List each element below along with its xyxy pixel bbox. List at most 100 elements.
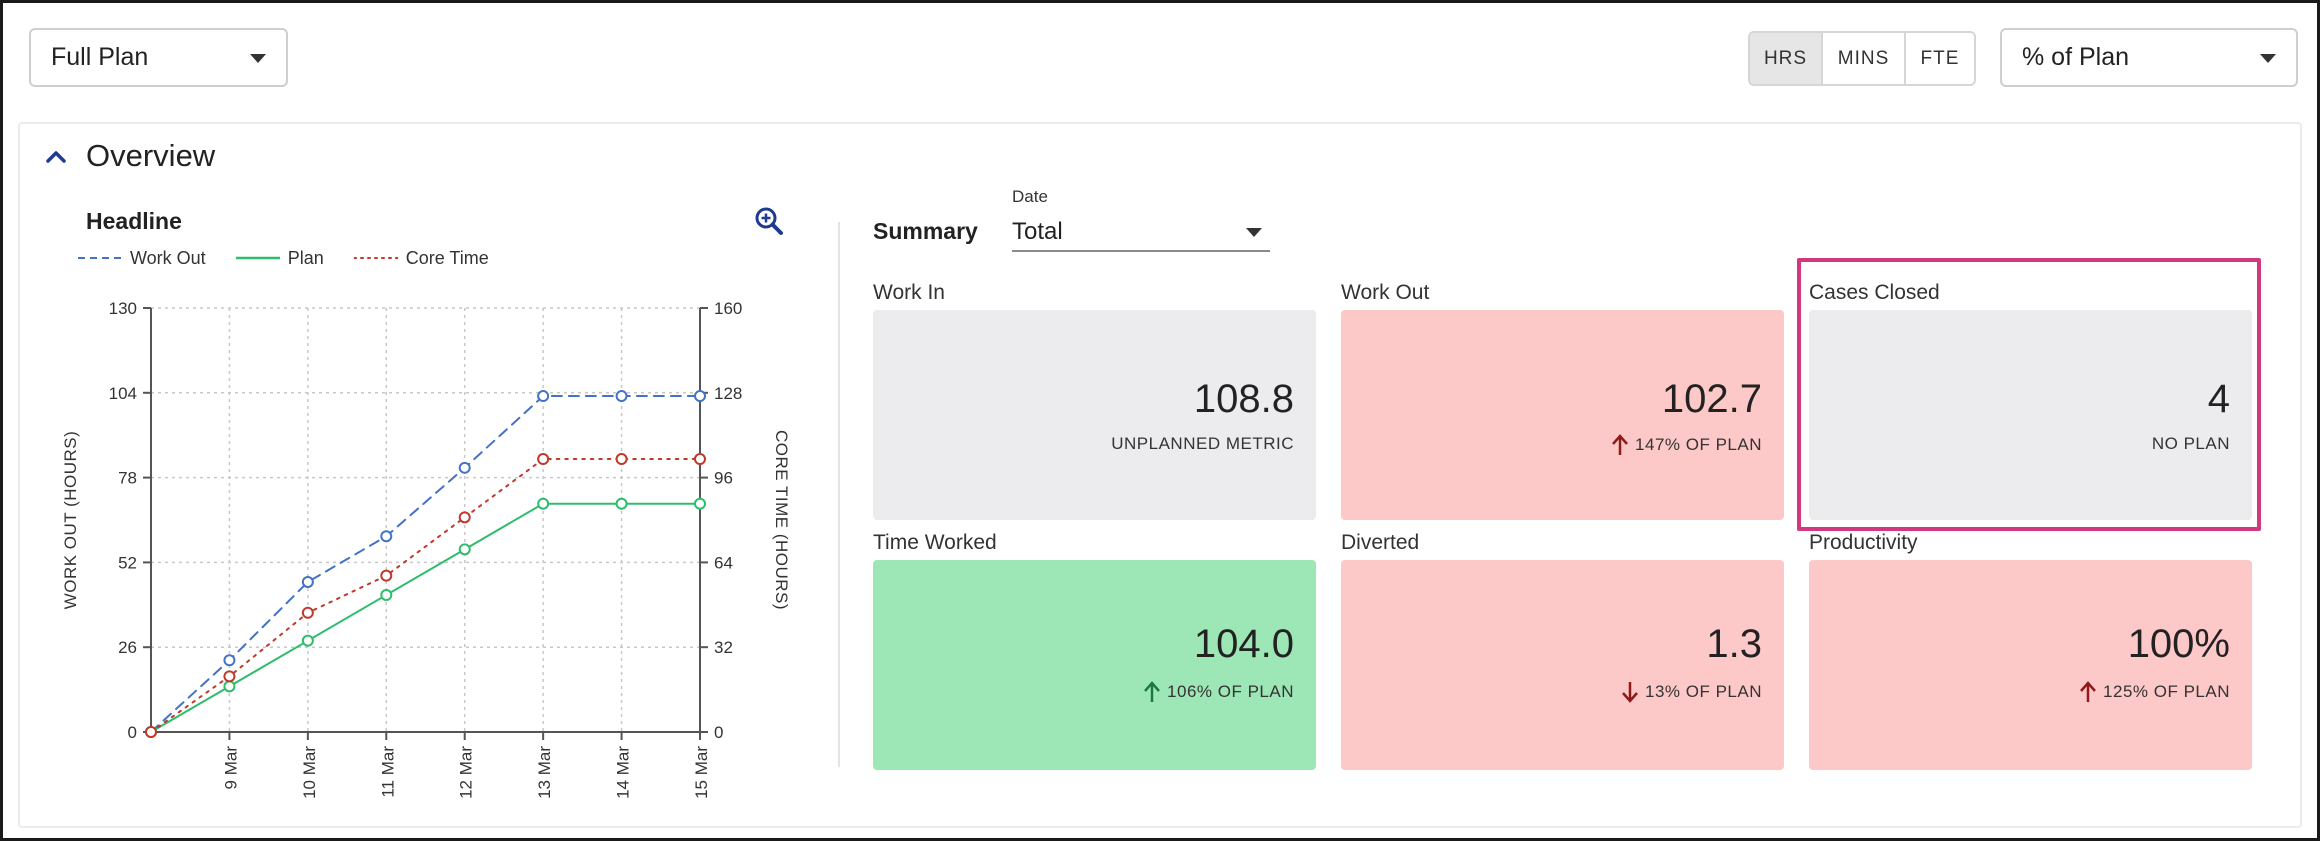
data-point-work-out bbox=[458, 461, 471, 474]
arrow-down-icon bbox=[1622, 682, 1638, 703]
y-tick-label-right: 160 bbox=[714, 299, 742, 318]
data-point-work-out bbox=[537, 390, 550, 403]
date-select-value: Total bbox=[1012, 218, 1063, 245]
series-line-core-time bbox=[150, 458, 701, 733]
y-tick-label-right: 96 bbox=[714, 469, 733, 488]
section-divider bbox=[838, 222, 840, 767]
metric-tile-time-worked[interactable]: 104.0 106% OF PLAN bbox=[873, 560, 1316, 770]
y-tick-label-left: 52 bbox=[118, 553, 137, 572]
tile-value: 4 bbox=[2207, 377, 2230, 421]
y-tick-label-right: 32 bbox=[714, 638, 733, 657]
metric-tile-work-in[interactable]: 108.8 UNPLANNED METRIC bbox=[873, 310, 1316, 520]
data-point-plan bbox=[694, 497, 706, 510]
tile-subtext-label: 147% OF PLAN bbox=[1635, 435, 1762, 454]
legend-label-plan: Plan bbox=[287, 247, 324, 268]
data-point-work-out bbox=[615, 390, 628, 403]
series-line-work-out bbox=[150, 395, 701, 733]
data-point-core-time bbox=[694, 453, 706, 466]
legend-item-core-time[interactable]: Core Time bbox=[353, 247, 489, 269]
tile-value: 1.3 bbox=[1706, 622, 1762, 666]
tile-subtext-label: 125% OF PLAN bbox=[2103, 682, 2230, 701]
arrow-up-icon bbox=[1144, 681, 1160, 702]
data-point-core-time bbox=[615, 453, 628, 466]
tile-label-work-out: Work Out bbox=[1341, 281, 1430, 304]
unit-toggle: HRS MINS FTE bbox=[1748, 31, 1976, 86]
plan-select-value: Full Plan bbox=[51, 43, 149, 71]
y-tick-label-right: 0 bbox=[714, 723, 723, 742]
unit-fte-button[interactable]: FTE bbox=[1906, 33, 1974, 84]
unit-mins-button[interactable]: MINS bbox=[1823, 33, 1906, 84]
tile-subtext-label: UNPLANNED METRIC bbox=[1111, 434, 1294, 453]
arrow-up-icon bbox=[2080, 681, 2096, 702]
data-point-core-time bbox=[145, 726, 157, 738]
chart-legend: Work Out Plan Core Time bbox=[78, 246, 519, 270]
data-point-plan bbox=[537, 497, 550, 510]
y-tick-label-left: 26 bbox=[118, 638, 137, 657]
x-tick-label: 12 Mar bbox=[457, 746, 476, 799]
metric-select[interactable]: % of Plan bbox=[2000, 28, 2298, 87]
legend-item-work-out[interactable]: Work Out bbox=[78, 248, 206, 269]
legend-item-plan[interactable]: Plan bbox=[235, 247, 324, 269]
tile-value: 104.0 bbox=[1193, 622, 1294, 666]
tile-label-productivity: Productivity bbox=[1809, 531, 1918, 554]
x-tick-label: 13 Mar bbox=[535, 746, 554, 799]
x-tick-label: 9 Mar bbox=[221, 746, 240, 790]
unit-hrs-button[interactable]: HRS bbox=[1750, 33, 1823, 84]
series-line-plan bbox=[150, 502, 701, 733]
tile-value: 108.8 bbox=[1193, 377, 1294, 421]
tile-subtext: 13% OF PLAN bbox=[1621, 681, 1762, 703]
tile-label-cases-closed: Cases Closed bbox=[1809, 281, 1940, 304]
legend-swatch-work-out bbox=[78, 257, 122, 259]
legend-label-work-out: Work Out bbox=[130, 247, 206, 268]
data-point-work-out bbox=[694, 390, 706, 403]
y-tick-label-right: 128 bbox=[714, 384, 742, 403]
metric-tile-work-out[interactable]: 102.7 147% OF PLAN bbox=[1341, 310, 1784, 520]
y-axis-title-left: WORK OUT (HOURS) bbox=[61, 431, 80, 610]
chevron-down-icon bbox=[1246, 228, 1262, 237]
tile-subtext: NO PLAN bbox=[2152, 434, 2230, 454]
chevron-down-icon bbox=[2260, 53, 2276, 63]
tile-subtext: 147% OF PLAN bbox=[1611, 434, 1762, 456]
headline-chart: 0 26 52 78 104 130 0 32 64 96 128 160 9 Mar 10 Mar 11 … bbox=[61, 299, 791, 799]
x-tick-label: 10 Mar bbox=[300, 746, 319, 799]
data-point-work-out bbox=[380, 530, 393, 543]
tile-value: 102.7 bbox=[1661, 377, 1762, 421]
date-label: Date bbox=[1012, 187, 1048, 206]
chevron-up-icon[interactable] bbox=[44, 145, 68, 169]
metric-select-value: % of Plan bbox=[2022, 43, 2130, 71]
data-point-plan bbox=[615, 497, 628, 510]
metric-tile-cases-closed[interactable]: 4 NO PLAN bbox=[1809, 310, 2252, 520]
metric-tile-diverted[interactable]: 1.3 13% OF PLAN bbox=[1341, 560, 1784, 770]
data-point-plan bbox=[301, 634, 314, 647]
data-point-plan bbox=[380, 589, 393, 602]
data-point-core-time bbox=[301, 606, 314, 619]
x-tick-label: 14 Mar bbox=[614, 746, 633, 799]
y-axis-title-right: CORE TIME (HOURS) bbox=[772, 430, 791, 610]
x-tick-label: 15 Mar bbox=[692, 746, 711, 799]
tile-label-time-worked: Time Worked bbox=[873, 531, 997, 554]
y-tick-label-left: 78 bbox=[118, 469, 137, 488]
plan-select[interactable]: Full Plan bbox=[29, 28, 288, 87]
x-tick-label: 11 Mar bbox=[378, 746, 397, 798]
data-point-work-out bbox=[223, 654, 236, 667]
tile-subtext-label: NO PLAN bbox=[2151, 434, 2230, 453]
metric-tile-productivity[interactable]: 100% 125% OF PLAN bbox=[1809, 560, 2252, 770]
tile-subtext: UNPLANNED METRIC bbox=[1111, 434, 1294, 454]
zoom-in-icon[interactable] bbox=[754, 206, 784, 236]
headline-title: Headline bbox=[86, 208, 182, 234]
legend-swatch-plan bbox=[235, 256, 280, 260]
legend-swatch-core-time bbox=[353, 257, 398, 259]
data-point-plan bbox=[223, 680, 236, 693]
tile-label-diverted: Diverted bbox=[1341, 531, 1420, 554]
tile-subtext: 125% OF PLAN bbox=[2079, 681, 2230, 703]
chevron-down-icon bbox=[250, 53, 266, 63]
overview-title: Overview bbox=[86, 138, 216, 173]
data-point-core-time bbox=[380, 569, 393, 582]
tile-value: 100% bbox=[2127, 622, 2230, 666]
date-select[interactable]: Total bbox=[1012, 212, 1270, 252]
data-point-core-time bbox=[458, 511, 471, 524]
y-tick-label-left: 0 bbox=[128, 723, 137, 742]
legend-label-core-time: Core Time bbox=[405, 247, 489, 268]
summary-title: Summary bbox=[873, 218, 978, 244]
